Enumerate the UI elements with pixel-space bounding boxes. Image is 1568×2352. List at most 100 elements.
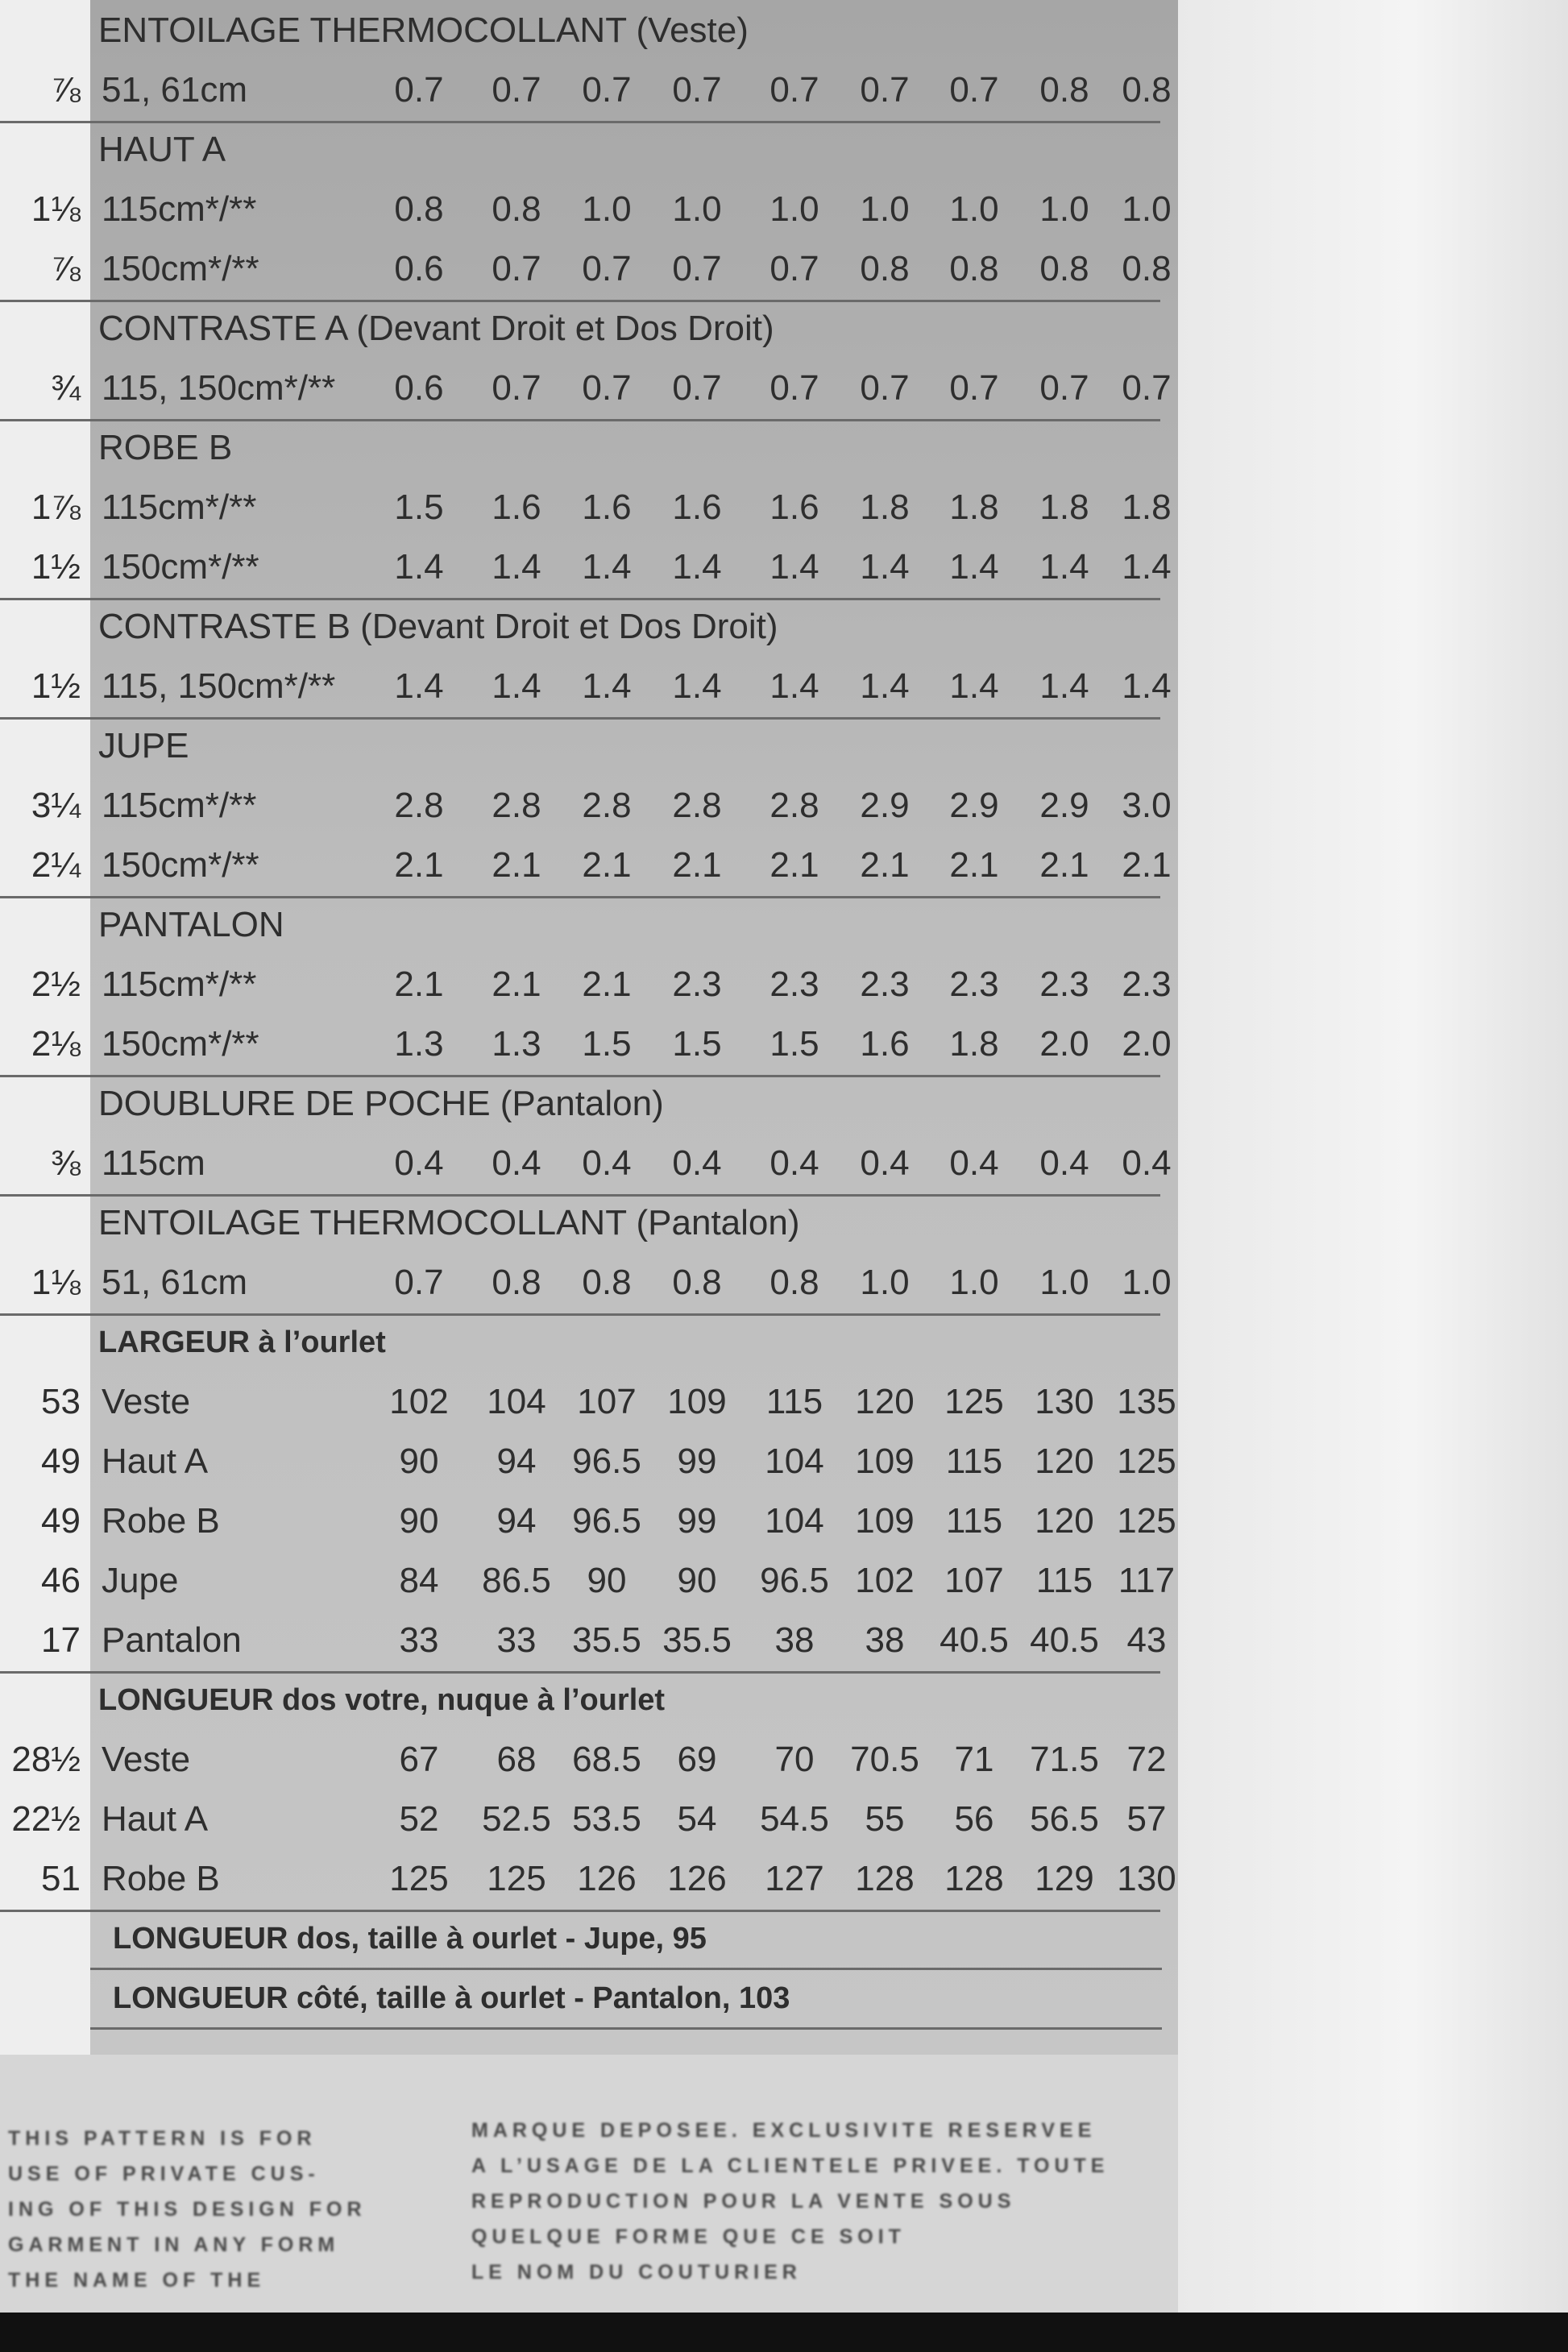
cell-value: 1.4 xyxy=(1122,666,1172,706)
cell-value: 109 xyxy=(855,1501,915,1541)
cell-value: 52 xyxy=(399,1799,439,1839)
rule xyxy=(0,121,1160,123)
cell-value: 0.7 xyxy=(860,70,910,110)
cell-value: 125 xyxy=(1117,1441,1176,1481)
cell-value: 0.8 xyxy=(672,1263,722,1302)
cell-value: 54 xyxy=(677,1799,717,1839)
cell-value: 2.1 xyxy=(672,845,722,885)
left-size: ⅞ xyxy=(51,70,81,110)
cell-value: 68.5 xyxy=(572,1740,641,1779)
paper-left xyxy=(0,0,90,2095)
rule xyxy=(0,419,1160,421)
cell-value: 1.0 xyxy=(1039,189,1089,229)
cell-value: 1.5 xyxy=(769,1024,819,1064)
row-label: Robe B xyxy=(102,1859,220,1898)
cell-value: 57 xyxy=(1126,1799,1167,1839)
cell-value: 0.4 xyxy=(1122,1143,1172,1183)
cell-value: 56.5 xyxy=(1030,1799,1099,1839)
section-title: LARGEUR à l’ourlet xyxy=(98,1325,386,1359)
rule xyxy=(0,300,1160,302)
cell-value: 125 xyxy=(1117,1501,1176,1541)
cell-value: 33 xyxy=(496,1620,537,1660)
rule xyxy=(0,1671,1160,1674)
cell-value: 2.8 xyxy=(492,786,541,825)
rule xyxy=(0,717,1160,720)
row-label: Veste xyxy=(102,1740,191,1779)
cell-value: 0.8 xyxy=(492,1263,541,1302)
cell-value: 54.5 xyxy=(760,1799,829,1839)
cell-value: 1.0 xyxy=(860,1263,910,1302)
cell-value: 40.5 xyxy=(1030,1620,1099,1660)
cell-value: 70.5 xyxy=(850,1740,919,1779)
rule xyxy=(0,1910,1160,1912)
cell-value: 0.8 xyxy=(949,249,999,288)
cell-value: 120 xyxy=(855,1382,915,1421)
cell-value: 90 xyxy=(399,1501,439,1541)
cell-value: 0.8 xyxy=(582,1263,632,1302)
table-panel xyxy=(90,0,1178,2055)
cell-value: 1.4 xyxy=(949,666,999,706)
cell-value: 1.5 xyxy=(582,1024,632,1064)
cell-value: 128 xyxy=(944,1859,1004,1898)
cell-value: 1.4 xyxy=(860,666,910,706)
cell-value: 1.4 xyxy=(672,547,722,587)
cell-value: 43 xyxy=(1126,1620,1167,1660)
cell-value: 104 xyxy=(765,1501,824,1541)
footer-text: MARQUE DEPOSEE. EXCLUSIVITE RESERVEE xyxy=(471,2119,1097,2142)
row-label: Haut A xyxy=(102,1799,209,1839)
cell-value: 0.8 xyxy=(769,1263,819,1302)
cell-value: 94 xyxy=(496,1501,537,1541)
footer-text: LE NOM DU COUTURIER xyxy=(471,2261,802,2284)
cell-value: 115 xyxy=(765,1382,823,1421)
cell-value: 2.1 xyxy=(582,845,632,885)
cell-value: 0.6 xyxy=(394,368,444,408)
cell-value: 0.7 xyxy=(492,249,541,288)
cell-value: 2.1 xyxy=(582,964,632,1004)
cell-value: 40.5 xyxy=(940,1620,1009,1660)
cell-value: 0.7 xyxy=(769,249,819,288)
row-label: 115cm xyxy=(102,1143,205,1183)
cell-value: 1.6 xyxy=(492,487,541,527)
footer-text: USE OF PRIVATE CUS- xyxy=(8,2163,320,2185)
cell-value: 1.3 xyxy=(394,1024,444,1064)
cell-value: 0.7 xyxy=(394,1263,444,1302)
cell-value: 1.8 xyxy=(860,487,910,527)
cell-value: 71.5 xyxy=(1030,1740,1099,1779)
cell-value: 2.9 xyxy=(949,786,999,825)
cell-value: 107 xyxy=(944,1561,1004,1600)
cell-value: 2.0 xyxy=(1122,1024,1172,1064)
cell-value: 0.7 xyxy=(672,249,722,288)
row-label: Jupe xyxy=(102,1561,179,1600)
cell-value: 1.4 xyxy=(860,547,910,587)
row-label: 51, 61cm xyxy=(102,1263,247,1302)
cell-value: 1.5 xyxy=(394,487,444,527)
cell-value: 1.4 xyxy=(492,547,541,587)
rule xyxy=(0,1075,1160,1077)
cell-value: 1.8 xyxy=(949,487,999,527)
cell-value: 0.8 xyxy=(1122,70,1172,110)
cell-value: 1.6 xyxy=(769,487,819,527)
section-title: ROBE B xyxy=(98,428,233,467)
cell-value: 1.4 xyxy=(582,666,632,706)
cell-value: 2.0 xyxy=(1039,1024,1089,1064)
row-label: 115cm*/** xyxy=(102,786,257,825)
cell-value: 1.4 xyxy=(949,547,999,587)
cell-value: 1.0 xyxy=(672,189,722,229)
cell-value: 109 xyxy=(667,1382,727,1421)
cell-value: 120 xyxy=(1035,1501,1094,1541)
row-label: 115, 150cm*/** xyxy=(102,368,336,408)
left-size: 2⅛ xyxy=(31,1024,81,1064)
cell-value: 1.3 xyxy=(492,1024,541,1064)
cell-value: 107 xyxy=(577,1382,637,1421)
cell-value: 0.7 xyxy=(1039,368,1089,408)
cell-value: 1.4 xyxy=(672,666,722,706)
cell-value: 56 xyxy=(954,1799,994,1839)
cell-value: 1.0 xyxy=(1122,1263,1172,1302)
cell-value: 130 xyxy=(1035,1382,1094,1421)
cell-value: 1.4 xyxy=(1039,547,1089,587)
cell-value: 52.5 xyxy=(482,1799,551,1839)
cell-value: 2.1 xyxy=(1039,845,1089,885)
cell-value: 0.7 xyxy=(394,70,444,110)
section-title: CONTRASTE A (Devant Droit et Dos Droit) xyxy=(98,309,774,348)
cell-value: 127 xyxy=(765,1859,824,1898)
